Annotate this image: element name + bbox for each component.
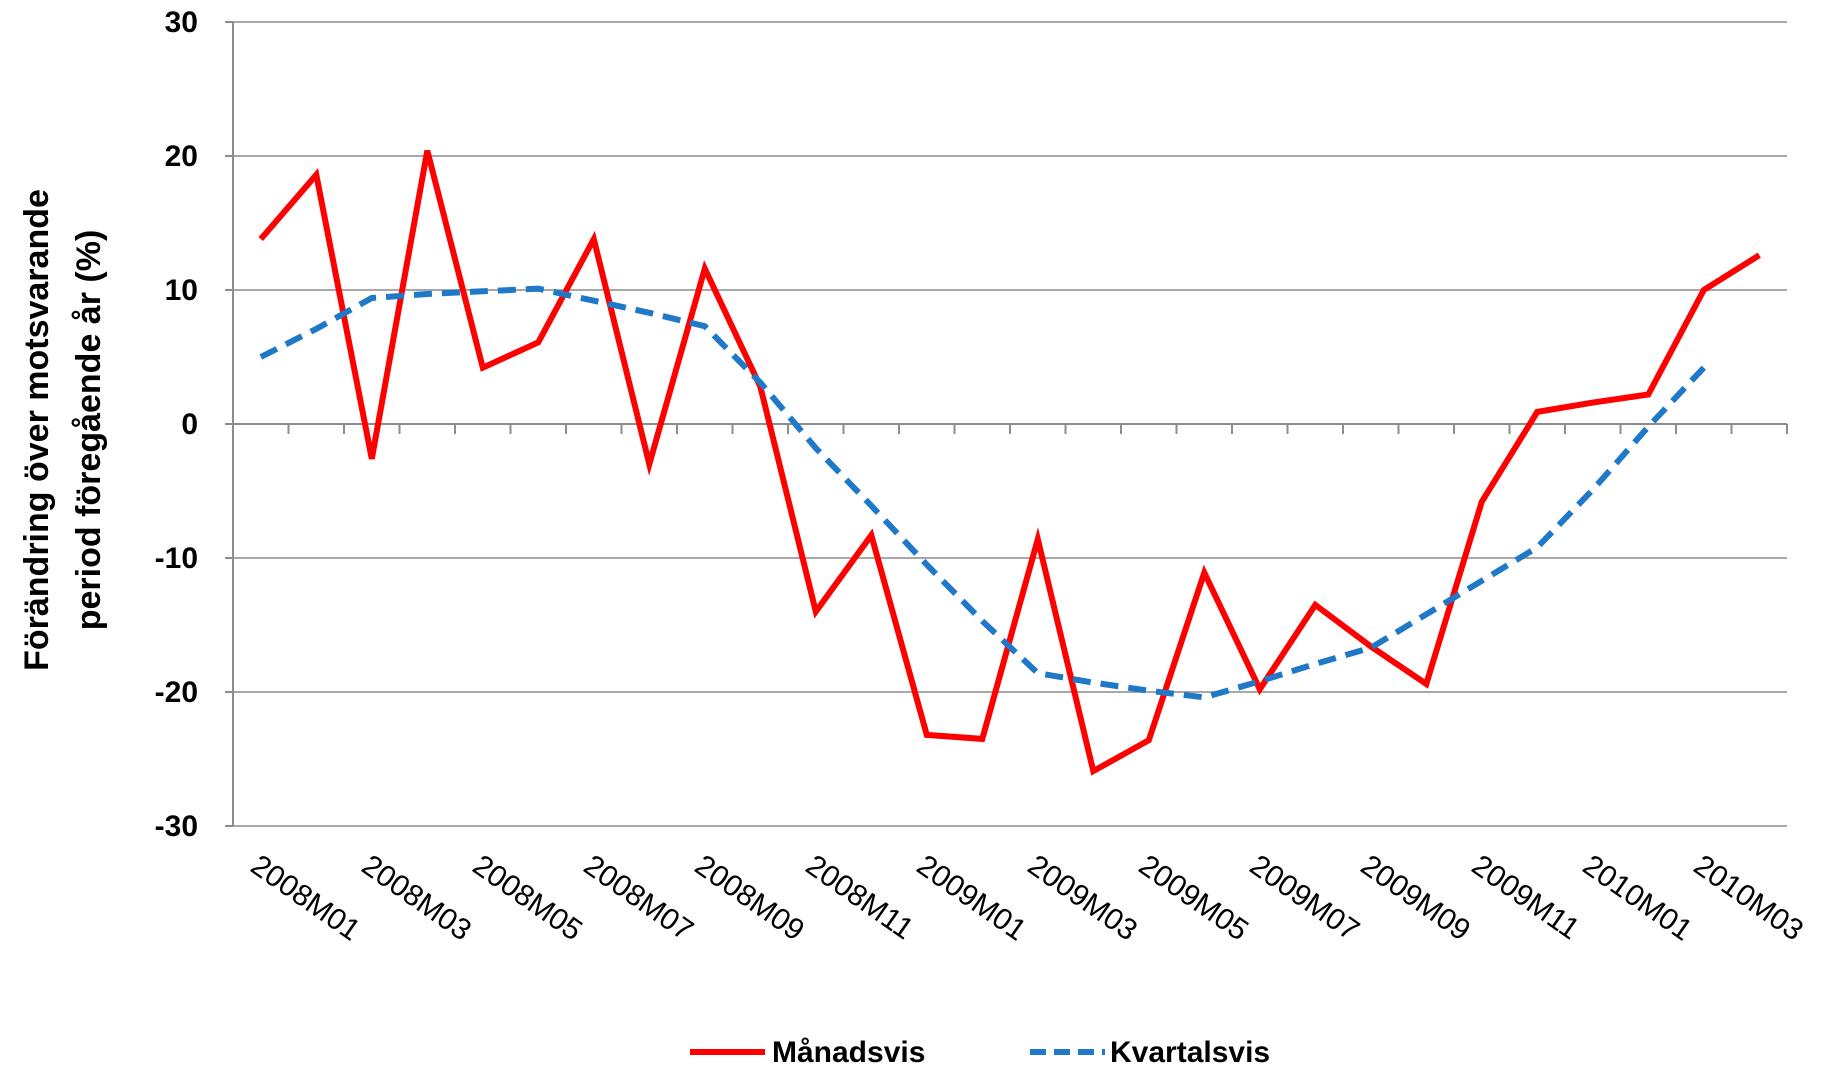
y-axis-title-line-1: Förändring över motsvarande <box>18 189 56 671</box>
y-tick-label: -20 <box>155 676 198 709</box>
y-tick-label: 0 <box>181 408 198 441</box>
legend-label-manadsvis: Månadsvis <box>772 1036 925 1066</box>
y-tick-label: 10 <box>165 274 198 307</box>
legend-label-kvartalsvis: Kvartalsvis <box>1110 1036 1270 1066</box>
y-tick-label: 30 <box>165 6 198 39</box>
axes <box>225 21 1788 827</box>
series-group <box>258 149 1761 776</box>
x-tick-label: 2008M01 <box>245 849 366 948</box>
x-tick-label: 2008M05 <box>467 849 588 948</box>
y-tick-label: 20 <box>165 140 198 173</box>
y-tick-labels: -30 -20 -10 0 10 20 30 <box>155 6 198 843</box>
series-line-manadsvis <box>258 149 1761 776</box>
x-tick-label: 2009M07 <box>1244 849 1365 948</box>
y-tick-label: -30 <box>155 810 198 843</box>
x-tick-labels: 2008M012008M032008M052008M072008M092008M… <box>245 849 1809 948</box>
x-tick-label: 2008M11 <box>800 849 920 947</box>
x-tick-label: 2009M05 <box>1133 849 1254 948</box>
legend: Månadsvis Kvartalsvis <box>690 1036 1270 1066</box>
x-tick-label: 2009M11 <box>1466 849 1586 947</box>
y-axis-title: Förändring över motsvarande period föreg… <box>18 189 108 671</box>
x-tick-label: 2009M03 <box>1022 849 1143 948</box>
series-line-kvartalsvis <box>259 285 1706 701</box>
x-tick-label: 2010M03 <box>1688 849 1809 948</box>
y-tick-label: -10 <box>155 542 198 575</box>
y-axis-title-line-2: period föregående år (%) <box>70 230 108 631</box>
x-tick-label: 2009M09 <box>1355 849 1476 948</box>
x-tick-label: 2010M01 <box>1577 849 1698 948</box>
x-tick-label: 2009M01 <box>911 849 1032 948</box>
x-tick-label: 2008M03 <box>356 849 477 948</box>
x-tick-label: 2008M09 <box>689 849 810 948</box>
x-tick-label: 2008M07 <box>578 849 699 948</box>
